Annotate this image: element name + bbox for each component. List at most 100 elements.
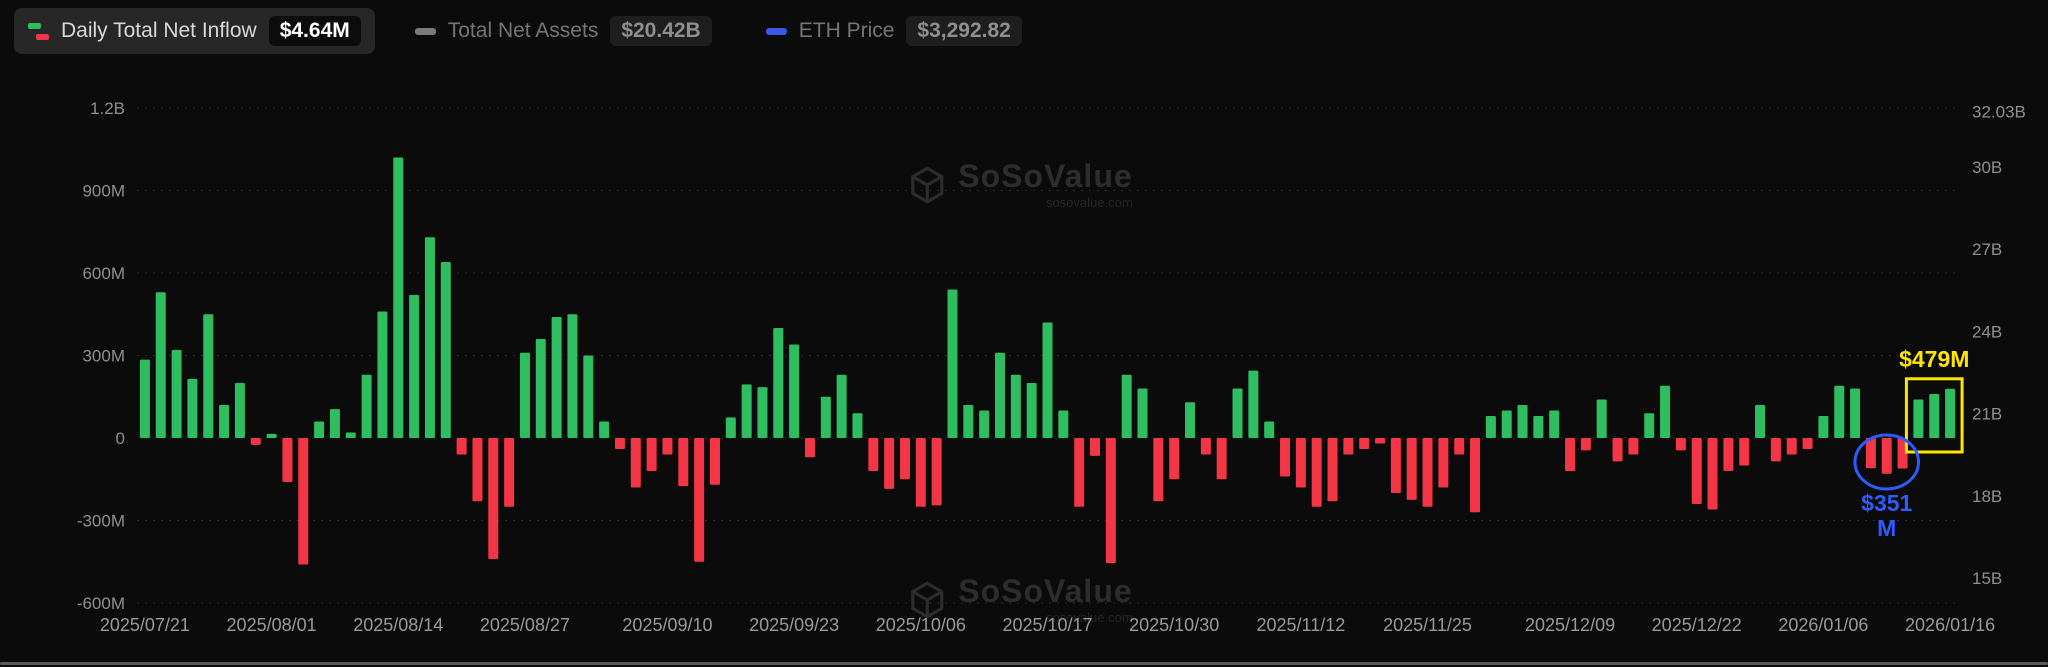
- bar[interactable]: [155, 292, 166, 438]
- bar[interactable]: [1311, 438, 1322, 507]
- legend-item-total-net-assets[interactable]: Total Net Assets $20.42B: [401, 8, 726, 54]
- bar[interactable]: [583, 355, 594, 439]
- bar[interactable]: [440, 262, 451, 438]
- bar[interactable]: [345, 432, 356, 439]
- bar[interactable]: [1834, 385, 1845, 438]
- bar[interactable]: [250, 438, 261, 445]
- bar[interactable]: [899, 438, 910, 480]
- bar[interactable]: [1628, 438, 1639, 455]
- bar[interactable]: [1565, 438, 1576, 471]
- bar[interactable]: [488, 438, 499, 559]
- bar[interactable]: [1454, 438, 1465, 455]
- bar[interactable]: [567, 314, 578, 438]
- bar[interactable]: [709, 438, 720, 485]
- bar[interactable]: [1058, 410, 1069, 439]
- bar[interactable]: [994, 352, 1005, 438]
- bar[interactable]: [1232, 388, 1243, 439]
- bar[interactable]: [1264, 421, 1275, 439]
- bar[interactable]: [1660, 385, 1671, 438]
- bar[interactable]: [1026, 383, 1037, 438]
- bar[interactable]: [789, 344, 800, 439]
- bar[interactable]: [1501, 410, 1512, 439]
- bar[interactable]: [678, 438, 689, 487]
- bar[interactable]: [1153, 438, 1164, 502]
- bar[interactable]: [1913, 399, 1924, 439]
- bar[interactable]: [1090, 438, 1101, 456]
- bar[interactable]: [1010, 374, 1021, 438]
- bar[interactable]: [187, 378, 198, 438]
- bar[interactable]: [1517, 405, 1528, 438]
- bar[interactable]: [171, 350, 182, 438]
- bar[interactable]: [361, 374, 372, 438]
- bar[interactable]: [1216, 438, 1227, 480]
- bar[interactable]: [884, 438, 895, 489]
- bar[interactable]: [804, 438, 815, 458]
- bar[interactable]: [409, 295, 420, 438]
- bar[interactable]: [694, 438, 705, 562]
- legend-item-eth-price[interactable]: ETH Price $3,292.82: [752, 8, 1036, 54]
- bar[interactable]: [1612, 438, 1623, 462]
- bar[interactable]: [931, 438, 942, 506]
- bar[interactable]: [1533, 416, 1544, 438]
- bar[interactable]: [1042, 322, 1053, 439]
- bar[interactable]: [963, 405, 974, 438]
- bar[interactable]: [1074, 438, 1085, 507]
- bar[interactable]: [266, 433, 277, 438]
- bar[interactable]: [329, 409, 340, 438]
- bar[interactable]: [551, 317, 562, 438]
- bar[interactable]: [1818, 416, 1829, 438]
- bar[interactable]: [852, 413, 863, 438]
- bar[interactable]: [139, 359, 150, 438]
- bar[interactable]: [377, 311, 388, 439]
- bar[interactable]: [1137, 388, 1148, 439]
- bar[interactable]: [393, 157, 404, 439]
- bar[interactable]: [915, 438, 926, 507]
- bar[interactable]: [424, 237, 435, 438]
- bar[interactable]: [1169, 438, 1180, 480]
- bar[interactable]: [203, 314, 214, 438]
- bar[interactable]: [314, 421, 325, 439]
- bar[interactable]: [1723, 438, 1734, 471]
- bar[interactable]: [725, 417, 736, 438]
- bar[interactable]: [979, 410, 990, 439]
- bar[interactable]: [1850, 388, 1861, 439]
- bar[interactable]: [836, 374, 847, 438]
- bar[interactable]: [947, 289, 958, 439]
- bar[interactable]: [1359, 438, 1370, 449]
- chart-range-slider[interactable]: [0, 662, 2048, 665]
- bar[interactable]: [614, 438, 625, 449]
- bar[interactable]: [1343, 438, 1354, 455]
- bar[interactable]: [1786, 438, 1797, 455]
- bar[interactable]: [472, 438, 483, 502]
- bar[interactable]: [820, 396, 831, 438]
- bar[interactable]: [519, 352, 530, 438]
- bar[interactable]: [1596, 399, 1607, 439]
- bar[interactable]: [1470, 438, 1481, 513]
- bar[interactable]: [1485, 416, 1496, 438]
- bar[interactable]: [504, 438, 515, 507]
- bar[interactable]: [1248, 370, 1259, 438]
- bar[interactable]: [1422, 438, 1433, 507]
- bar[interactable]: [757, 387, 768, 438]
- bar[interactable]: [1644, 413, 1655, 438]
- bar[interactable]: [1770, 438, 1781, 462]
- bar[interactable]: [662, 438, 673, 455]
- bar[interactable]: [1185, 402, 1196, 438]
- bar[interactable]: [1375, 438, 1386, 444]
- bar[interactable]: [1675, 438, 1686, 451]
- bar[interactable]: [1881, 438, 1892, 474]
- bar[interactable]: [234, 383, 245, 438]
- bar[interactable]: [1549, 410, 1560, 439]
- bar[interactable]: [1200, 438, 1211, 455]
- bar[interactable]: [646, 438, 657, 471]
- bar[interactable]: [1707, 438, 1718, 510]
- bar[interactable]: [1929, 394, 1940, 438]
- bar[interactable]: [1865, 438, 1876, 469]
- bar[interactable]: [773, 328, 784, 438]
- bar[interactable]: [1802, 438, 1813, 449]
- bar[interactable]: [1438, 438, 1449, 488]
- bar[interactable]: [456, 438, 467, 455]
- bar[interactable]: [1280, 438, 1291, 477]
- bar[interactable]: [1739, 438, 1750, 466]
- bar[interactable]: [1295, 438, 1306, 488]
